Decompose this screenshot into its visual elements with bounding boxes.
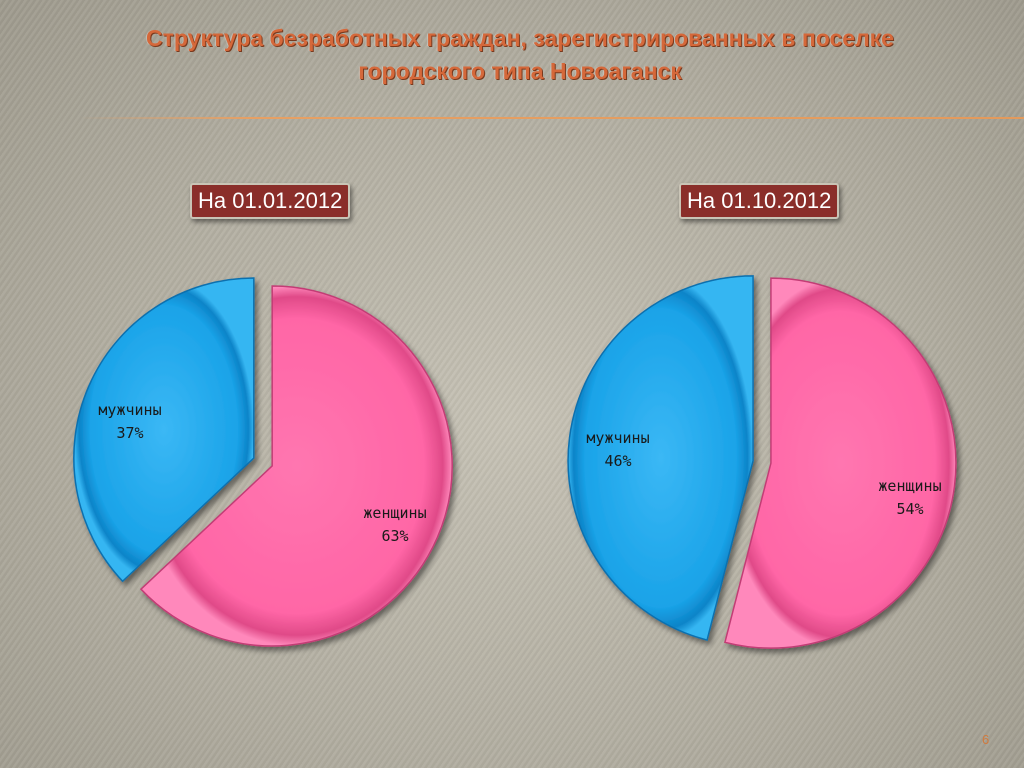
chart-2-slice-women: [724, 277, 957, 649]
chart-1-slice-women-name: женщины: [363, 504, 426, 522]
chart-1-date-label: На 01.01.2012: [190, 183, 351, 219]
chart-1-slice-men-percent: 37%: [116, 424, 143, 442]
chart-1-slice-men-name: мужчины: [98, 401, 161, 419]
page-number: 6: [982, 732, 990, 747]
chart-2-slice-women-name: женщины: [878, 477, 941, 495]
pie-chart-2: мужчины 46% женщины 54%: [567, 275, 957, 649]
chart-1-slice-women-percent: 63%: [381, 527, 408, 545]
chart-2-slice-men-name: мужчины: [586, 429, 649, 447]
pie-chart-1: мужчины 37% женщины 63%: [73, 277, 453, 647]
title-divider: [80, 117, 1024, 119]
chart-2-slice-men: [567, 275, 754, 641]
chart-1-slice-women: [139, 285, 453, 647]
chart-2-slice-men-percent: 46%: [604, 452, 631, 470]
chart-2-slice-women-percent: 54%: [896, 500, 923, 518]
title-line-2: городского типа Новоаганск: [358, 58, 682, 84]
chart-2-date-label: На 01.10.2012: [679, 183, 840, 219]
slide-title: Структура безработных граждан, зарегистр…: [60, 22, 980, 88]
chart-1-slice-men: [73, 277, 255, 583]
title-line-1: Структура безработных граждан, зарегистр…: [146, 25, 894, 51]
